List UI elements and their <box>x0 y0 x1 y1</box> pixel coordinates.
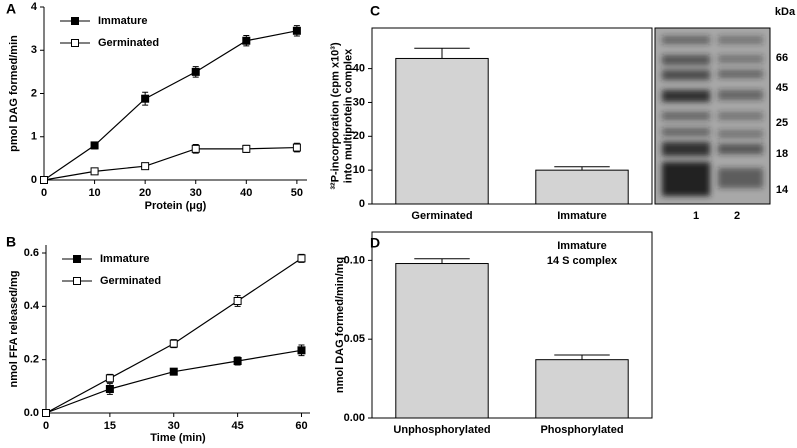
series-line <box>45 257 302 414</box>
x-tick-label: Unphosphorylated <box>393 424 490 436</box>
error-bar <box>414 47 470 59</box>
x-tick-label: 20 <box>139 187 151 199</box>
data-point <box>242 144 251 153</box>
gel-lane-label: 1 <box>693 210 699 222</box>
data-point <box>297 254 306 263</box>
x-tick-label: 60 <box>295 420 307 432</box>
x-tick-label: Immature <box>557 210 607 222</box>
legend-marker <box>71 39 79 47</box>
data-point <box>292 26 301 35</box>
x-tick-label: Germinated <box>411 210 472 222</box>
y-axis-label: ³²P-incorporation (cpm x10³) <box>329 42 341 190</box>
data-point <box>42 409 50 417</box>
y-axis-label: into multiprotein complex <box>342 48 354 183</box>
data-point <box>169 339 178 348</box>
y-tick-label: 0 <box>31 174 37 186</box>
plot-frame <box>371 27 653 205</box>
series-line <box>43 146 297 181</box>
gel-marker-label: 25 <box>776 117 788 129</box>
y-tick-label: 3 <box>31 44 37 56</box>
y-tick-label: 30 <box>353 96 365 108</box>
panel-label: D <box>370 235 380 251</box>
x-axis-label: Protein (μg) <box>145 200 207 212</box>
data-point <box>191 144 200 153</box>
plot-frame <box>371 231 653 419</box>
x-tick-label: 50 <box>291 187 303 199</box>
legend-label: Immature <box>100 253 150 265</box>
data-point <box>233 297 242 305</box>
x-tick-label: 45 <box>231 420 243 432</box>
y-tick-label: 4 <box>31 1 38 13</box>
legend-marker <box>73 255 81 263</box>
y-tick-label: 20 <box>353 130 365 142</box>
data-point <box>105 385 114 393</box>
data-point <box>191 67 200 76</box>
gel-marker-label: 66 <box>776 52 788 64</box>
error-bar <box>554 166 610 171</box>
bar <box>535 359 629 419</box>
x-tick-label: 10 <box>88 187 100 199</box>
y-tick-label: 10 <box>353 164 365 176</box>
gel-lane-label: 2 <box>734 210 740 222</box>
panel-label: A <box>6 1 16 17</box>
data-point <box>105 374 114 383</box>
y-tick-label: 0 <box>359 198 365 210</box>
data-point <box>90 167 99 176</box>
bar <box>395 263 489 419</box>
data-point <box>141 162 150 171</box>
gel-unit-label: kDa <box>775 6 796 18</box>
x-tick-label: 30 <box>168 420 180 432</box>
data-point <box>233 357 242 365</box>
y-axis-label: pmol DAG formed/min <box>8 35 20 152</box>
y-axis-label: nmol DAG formed/min/mg <box>334 257 346 393</box>
x-tick-label: 30 <box>190 187 202 199</box>
annotation: 14 S complex <box>547 255 618 267</box>
gel-marker-label: 14 <box>776 184 789 196</box>
error-bar <box>414 258 470 264</box>
y-tick-label: 0.05 <box>344 333 365 345</box>
data-point <box>242 36 251 45</box>
panel-label: C <box>370 3 380 19</box>
x-tick-label: Phosphorylated <box>540 424 623 436</box>
annotation: Immature <box>557 240 607 252</box>
series-line <box>43 30 298 181</box>
y-tick-label: 0.4 <box>24 300 40 312</box>
y-tick-label: 0.0 <box>24 407 39 419</box>
data-point <box>40 176 48 184</box>
legend-label: Germinated <box>100 275 161 287</box>
x-tick-label: 40 <box>240 187 252 199</box>
legend-label: Immature <box>98 15 148 27</box>
legend-marker <box>73 277 81 285</box>
data-point <box>297 346 306 355</box>
gel-marker-label: 18 <box>776 148 788 160</box>
legend-label: Germinated <box>98 37 159 49</box>
y-tick-label: 40 <box>353 63 365 75</box>
y-axis-label: nmol FFA released/mg <box>8 271 20 388</box>
x-tick-label: 0 <box>43 420 49 432</box>
y-tick-label: 0.10 <box>344 254 365 266</box>
panel-label: B <box>6 234 16 250</box>
gel-marker-label: 45 <box>776 82 788 94</box>
bar <box>395 57 489 205</box>
gel-image <box>654 27 771 205</box>
y-tick-label: 0.00 <box>344 412 365 424</box>
x-axis-label: Time (min) <box>150 432 206 444</box>
x-tick-label: 0 <box>41 187 47 199</box>
y-tick-label: 0.2 <box>24 354 39 366</box>
series-line <box>45 349 302 414</box>
data-point <box>169 367 178 376</box>
y-tick-label: 1 <box>31 131 37 143</box>
y-tick-label: 2 <box>31 87 37 99</box>
y-tick-label: 0.6 <box>24 247 39 259</box>
data-point <box>292 143 301 152</box>
data-point <box>90 141 99 150</box>
bar <box>535 169 629 205</box>
axes <box>43 7 307 181</box>
legend-marker <box>71 17 79 25</box>
data-point <box>141 94 150 103</box>
error-bar <box>554 354 610 360</box>
axes <box>45 245 310 414</box>
x-tick-label: 15 <box>104 420 116 432</box>
